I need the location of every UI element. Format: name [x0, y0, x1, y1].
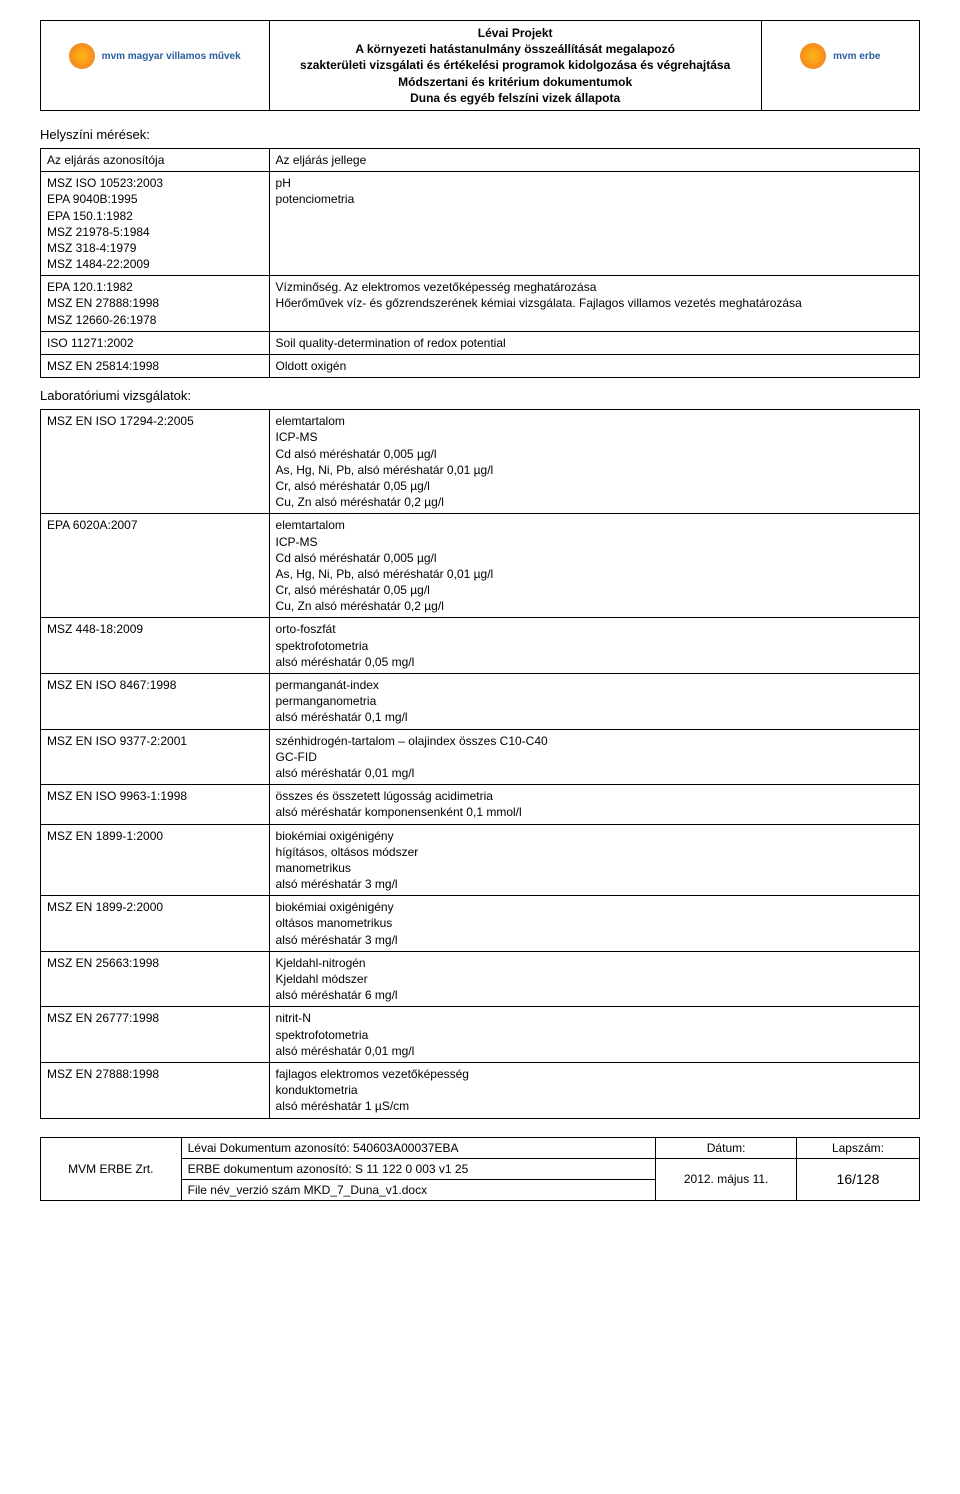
footer-page-value: 16/128 [796, 1158, 919, 1200]
page-number: 16/128 [837, 1171, 880, 1187]
cell: összes és összetett lúgosság acidimetria… [269, 785, 919, 824]
footer-page-label: Lapszám: [796, 1137, 919, 1158]
cell: EPA 120.1:1982 MSZ EN 27888:1998 MSZ 126… [41, 276, 270, 332]
cell: biokémiai oxigénigény oltásos manometrik… [269, 896, 919, 952]
header-title: Lévai Projekt A környezeti hatástanulmán… [269, 21, 761, 111]
cell: MSZ EN 25663:1998 [41, 951, 270, 1007]
header-line-3: Módszertani és kritérium dokumentumok [278, 74, 753, 90]
table-row: MSZ EN 1899-1:2000biokémiai oxigénigény … [41, 824, 920, 896]
footer-date-value: 2012. május 11. [656, 1158, 797, 1200]
section1-title: Helyszíni mérések: [40, 127, 920, 142]
header-line-2: szakterületi vizsgálati és értékelési pr… [278, 57, 753, 73]
cell: Vízminőség. Az elektromos vezetőképesség… [269, 276, 919, 332]
cell: szénhidrogén-tartalom – olajindex összes… [269, 729, 919, 785]
table-row: MSZ ISO 10523:2003 EPA 9040B:1995 EPA 15… [41, 172, 920, 276]
cell: Oldott oxigén [269, 355, 919, 378]
header-table: mvm magyar villamos művek Lévai Projekt … [40, 20, 920, 111]
cell: MSZ EN 1899-2:2000 [41, 896, 270, 952]
cell: MSZ ISO 10523:2003 EPA 9040B:1995 EPA 15… [41, 172, 270, 276]
logo-left-text: mvm magyar villamos művek [102, 51, 241, 62]
cell: orto-foszfát spektrofotometria alsó méré… [269, 618, 919, 674]
logo-right-text: mvm erbe [833, 51, 880, 62]
cell: MSZ EN 25814:1998 [41, 355, 270, 378]
table-row: MSZ EN 25814:1998Oldott oxigén [41, 355, 920, 378]
cell: MSZ EN 1899-1:2000 [41, 824, 270, 896]
table-row: MSZ EN 27888:1998fajlagos elektromos vez… [41, 1062, 920, 1118]
cell: biokémiai oxigénigény hígításos, oltásos… [269, 824, 919, 896]
cell: Az eljárás azonosítója [41, 148, 270, 171]
cell: MSZ EN ISO 17294-2:2005 [41, 410, 270, 514]
header-line-1: A környezeti hatástanulmány összeállítás… [278, 41, 753, 57]
sun-icon [69, 43, 95, 69]
cell: EPA 6020A:2007 [41, 514, 270, 618]
cell: MSZ EN ISO 9377-2:2001 [41, 729, 270, 785]
footer-table: MVM ERBE Zrt. Lévai Dokumentum azonosító… [40, 1137, 920, 1201]
header-line-4: Duna és egyéb felszíni vizek állapota [278, 90, 753, 106]
cell: MSZ EN 26777:1998 [41, 1007, 270, 1063]
cell: elemtartalom ICP-MS Cd alsó méréshatár 0… [269, 410, 919, 514]
footer-file: File név_verzió szám MKD_7_Duna_v1.docx [181, 1179, 656, 1200]
cell: MSZ EN ISO 9963-1:1998 [41, 785, 270, 824]
table-row: ISO 11271:2002Soil quality-determination… [41, 331, 920, 354]
cell: nitrit-N spektrofotometria alsó méréshat… [269, 1007, 919, 1063]
table-row: MSZ EN 25663:1998Kjeldahl-nitrogén Kjeld… [41, 951, 920, 1007]
header-line-0: Lévai Projekt [278, 25, 753, 41]
cell: pH potenciometria [269, 172, 919, 276]
cell: MSZ EN ISO 8467:1998 [41, 674, 270, 730]
header-logo-right: mvm erbe [761, 21, 919, 111]
cell: fajlagos elektromos vezetőképesség kondu… [269, 1062, 919, 1118]
table-row: EPA 6020A:2007elemtartalom ICP-MS Cd als… [41, 514, 920, 618]
header-logo-left: mvm magyar villamos művek [41, 21, 270, 111]
table-row: EPA 120.1:1982 MSZ EN 27888:1998 MSZ 126… [41, 276, 920, 332]
table-laboratoriumi: MSZ EN ISO 17294-2:2005elemtartalom ICP-… [40, 409, 920, 1118]
footer-doc-id: Lévai Dokumentum azonosító: 540603A00037… [181, 1137, 656, 1158]
footer-erbe-id: ERBE dokumentum azonosító: S 11 122 0 00… [181, 1158, 656, 1179]
table-row: MSZ EN ISO 17294-2:2005elemtartalom ICP-… [41, 410, 920, 514]
sun-icon [800, 43, 826, 69]
cell: MSZ EN 27888:1998 [41, 1062, 270, 1118]
footer-date-label: Dátum: [656, 1137, 797, 1158]
cell: ISO 11271:2002 [41, 331, 270, 354]
table-row: MSZ EN 26777:1998nitrit-N spektrofotomet… [41, 1007, 920, 1063]
table-row: MSZ EN ISO 8467:1998permanganát-index pe… [41, 674, 920, 730]
cell: Soil quality-determination of redox pote… [269, 331, 919, 354]
section2-title: Laboratóriumi vizsgálatok: [40, 388, 920, 403]
cell: Kjeldahl-nitrogén Kjeldahl módszer alsó … [269, 951, 919, 1007]
cell: permanganát-index permanganometria alsó … [269, 674, 919, 730]
table-row: MSZ EN ISO 9377-2:2001szénhidrogén-tarta… [41, 729, 920, 785]
table-row: Az eljárás azonosítójaAz eljárás jellege [41, 148, 920, 171]
cell: elemtartalom ICP-MS Cd alsó méréshatár 0… [269, 514, 919, 618]
cell: MSZ 448-18:2009 [41, 618, 270, 674]
cell: Az eljárás jellege [269, 148, 919, 171]
table-row: MSZ EN ISO 9963-1:1998összes és összetet… [41, 785, 920, 824]
table-row: MSZ EN 1899-2:2000biokémiai oxigénigény … [41, 896, 920, 952]
table-row: MSZ 448-18:2009orto-foszfát spektrofotom… [41, 618, 920, 674]
footer-company: MVM ERBE Zrt. [41, 1137, 182, 1200]
table-helyszini: Az eljárás azonosítójaAz eljárás jellege… [40, 148, 920, 378]
